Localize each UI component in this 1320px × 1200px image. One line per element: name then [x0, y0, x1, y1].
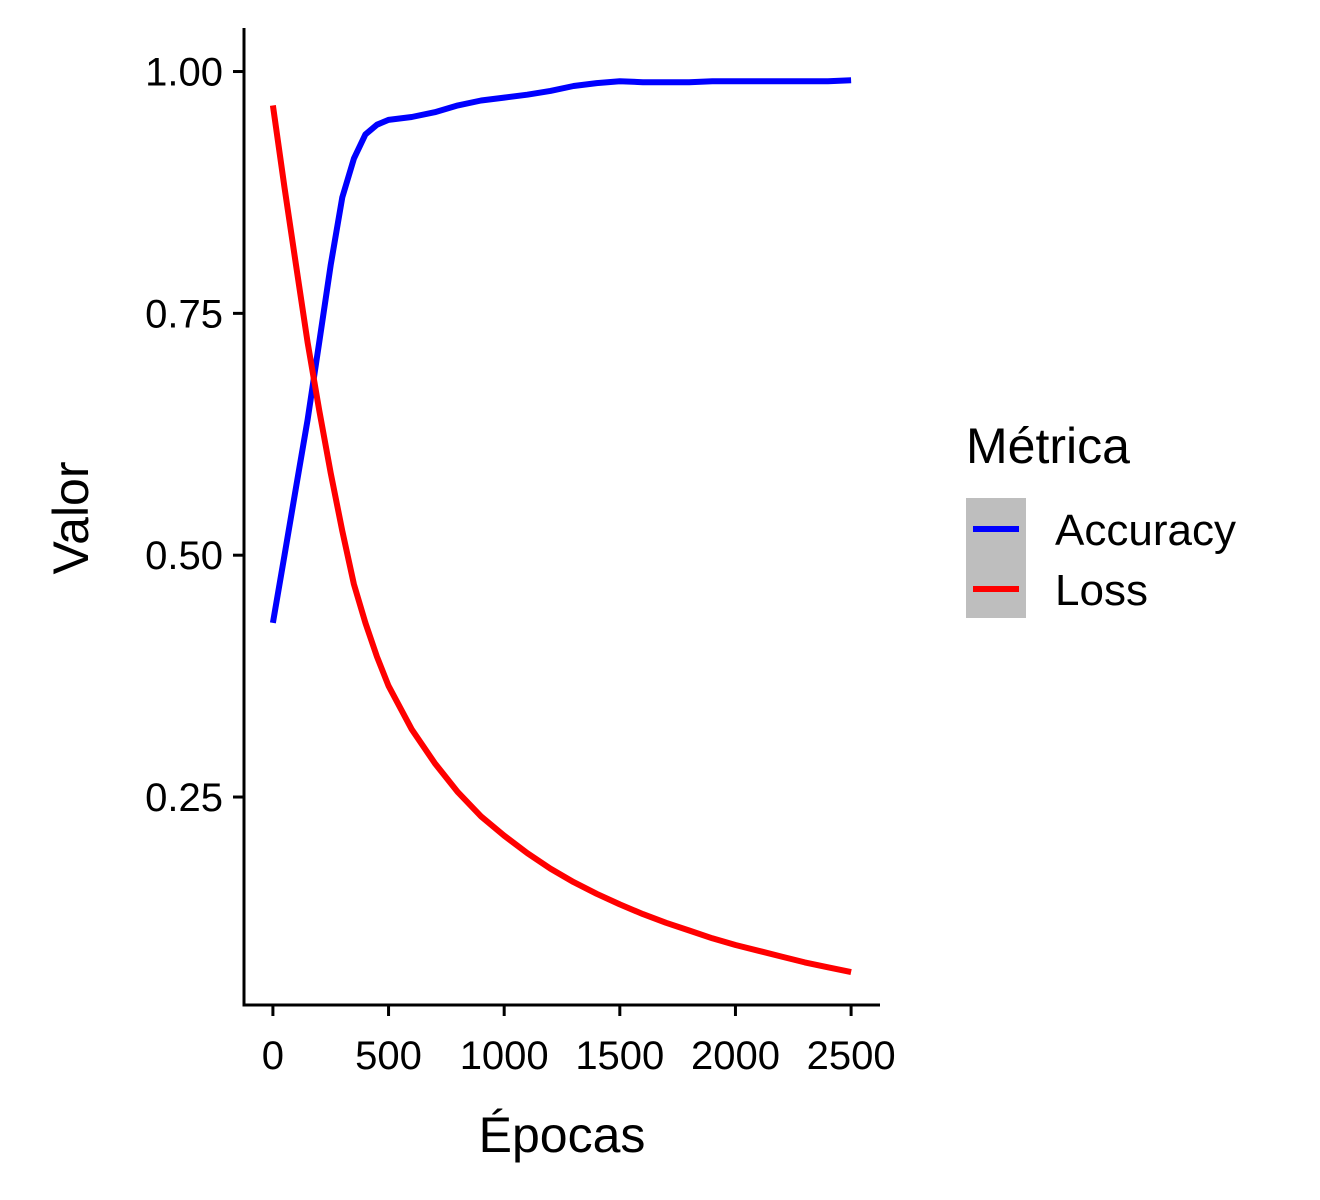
y-tick-label: 1.00	[145, 51, 223, 95]
x-tick-label: 1500	[575, 1034, 664, 1078]
x-tick-label: 500	[355, 1034, 422, 1078]
series-line-loss	[269, 104, 852, 976]
y-tick-label: 0.25	[145, 776, 223, 820]
x-tick-label: 0	[262, 1034, 284, 1078]
legend-label-accuracy: Accuracy	[1055, 506, 1236, 555]
x-tick-label: 2000	[691, 1034, 780, 1078]
legend-title: Métrica	[966, 418, 1130, 474]
legend-key-background	[966, 498, 1026, 618]
x-axis-title: Épocas	[479, 1107, 646, 1163]
x-tick-label: 1000	[460, 1034, 549, 1078]
series-line-accuracy	[269, 77, 852, 624]
y-tick-label: 0.50	[145, 534, 223, 578]
y-tick-label: 0.75	[145, 292, 223, 336]
y-axis-title: Valor	[43, 461, 99, 574]
plot-area	[269, 77, 852, 976]
legend: Métrica Accuracy Loss	[966, 418, 1236, 618]
x-tick-label: 2500	[807, 1034, 896, 1078]
axes: 0.25 0.50 0.75 1.00 0 500 1000 1500 2000 2500	[145, 28, 896, 1078]
legend-label-loss: Loss	[1055, 566, 1148, 615]
